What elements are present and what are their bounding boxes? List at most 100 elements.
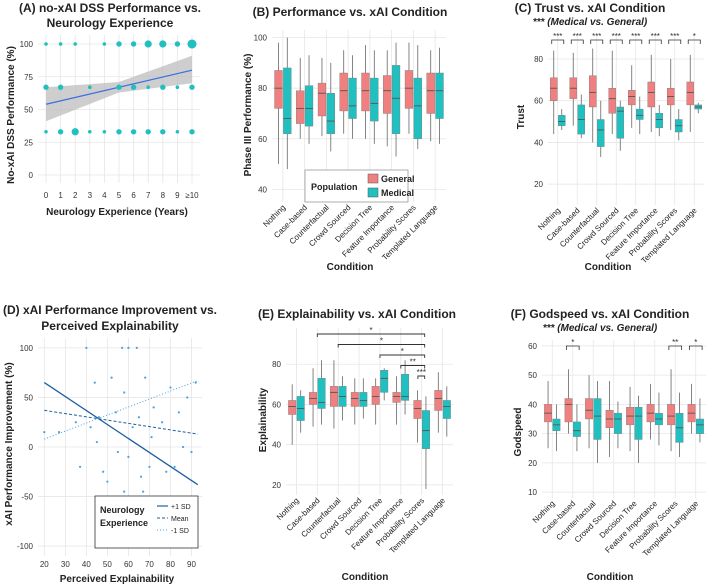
data-point xyxy=(190,450,193,454)
y-tick-label: 60 xyxy=(258,135,267,144)
y-tick-label: 20 xyxy=(534,180,543,189)
significance-label: ** xyxy=(672,338,678,347)
significance-bracket xyxy=(379,354,426,358)
panel-f: (F) Godspeed vs. xAI Condition *** (Medi… xyxy=(511,307,706,583)
data-point xyxy=(175,85,180,90)
data-point xyxy=(189,84,195,90)
data-point xyxy=(57,129,64,135)
data-point xyxy=(57,84,64,90)
data-point xyxy=(123,391,126,394)
y-tick-label: 60 xyxy=(534,97,543,106)
significance-bracket xyxy=(417,375,426,379)
panel-e-title: (E) Explainability vs. xAI Condition xyxy=(258,307,456,321)
data-point xyxy=(189,129,195,135)
data-point xyxy=(139,475,143,478)
panel-d-legend: Neurology Experience +1 SD Mean -1 SD xyxy=(94,495,199,549)
data-point xyxy=(116,41,122,47)
data-point xyxy=(57,431,61,434)
data-point xyxy=(144,40,152,48)
significance-label: * xyxy=(369,326,372,335)
x-tick-label: 9 xyxy=(175,191,180,200)
regression-line xyxy=(44,409,198,435)
panel-b-y-axis-label: Phase III Performance (%) xyxy=(243,54,254,177)
box-medical xyxy=(597,119,605,147)
data-point xyxy=(135,346,138,350)
x-tick-label: 30 xyxy=(61,560,70,569)
data-point xyxy=(186,396,189,399)
y-tick-label: 75 xyxy=(24,73,33,82)
box-medical xyxy=(401,374,410,401)
data-point xyxy=(95,440,98,444)
y-tick-label: 60 xyxy=(272,400,281,409)
panel-c-x-axis-label: Condition xyxy=(585,262,632,273)
data-point xyxy=(152,406,155,409)
legend-label-mean: Mean xyxy=(171,516,189,523)
regression-line xyxy=(43,382,199,486)
data-point xyxy=(93,381,96,384)
panel-a-title: (A) no-xAI DSS Performance vs. xyxy=(19,1,201,15)
data-point xyxy=(121,346,124,350)
data-point xyxy=(159,40,167,48)
x-tick-label: 2 xyxy=(73,191,78,200)
box-medical xyxy=(283,67,292,134)
box-general xyxy=(608,88,616,114)
y-tick-label: 60 xyxy=(528,342,537,351)
data-point xyxy=(58,42,63,46)
y-tick-label: 80 xyxy=(258,84,267,93)
data-point xyxy=(173,465,176,468)
data-point xyxy=(169,386,172,389)
data-point xyxy=(78,465,82,468)
box-general xyxy=(413,400,422,419)
legend-frame xyxy=(94,495,199,549)
legend-swatch-general xyxy=(367,173,379,184)
x-tick-label: 8 xyxy=(161,191,166,200)
x-tick-label: 50 xyxy=(103,560,112,569)
y-tick-label: 25 xyxy=(24,138,33,147)
panel-a-x-axis-label: Neurology Experience (Years) xyxy=(46,207,188,218)
box-medical xyxy=(304,85,314,127)
x-tick-label: 6 xyxy=(131,191,136,200)
legend-title-line2: Experience xyxy=(100,518,148,528)
box-medical xyxy=(634,407,643,440)
data-point xyxy=(44,129,48,134)
y-tick-label: 0 xyxy=(29,443,34,452)
panel-b-x-axis-label: Condition xyxy=(327,262,374,273)
panel-d-title-line2: Perceived Explainability xyxy=(41,319,179,333)
box-medical xyxy=(616,106,624,139)
box-general xyxy=(647,81,655,108)
y-tick-label: 40 xyxy=(272,441,281,450)
panel-c-y-axis-label: Trust xyxy=(516,104,527,129)
data-point xyxy=(142,490,145,493)
panel-d-title: (D) xAI Performance Improvement vs. xyxy=(3,303,217,317)
panel-d-x-axis-label: Perceived Explainability xyxy=(60,574,175,585)
significance-bracket xyxy=(668,39,682,44)
data-point xyxy=(165,470,168,473)
y-tick-label: 40 xyxy=(534,138,543,147)
x-tick-label: 70 xyxy=(145,560,154,569)
y-tick-label: -50 xyxy=(21,493,33,502)
box-medical xyxy=(380,370,389,393)
significance-label: *** xyxy=(417,368,426,377)
box-general xyxy=(288,400,297,415)
significance-bracket xyxy=(565,345,580,350)
significance-label: ** xyxy=(410,358,416,367)
y-tick-label: 80 xyxy=(272,360,281,369)
data-point xyxy=(123,490,126,493)
panel-f-y-axis-label: Godspeed xyxy=(513,408,524,457)
box-medical xyxy=(421,410,430,449)
data-point xyxy=(88,129,92,134)
x-tick-label: 0 xyxy=(44,191,49,200)
legend-label-plus1sd: +1 SD xyxy=(171,504,191,511)
box-medical xyxy=(442,400,451,419)
panel-e-y-axis-label: Explainability xyxy=(258,387,269,452)
box-general xyxy=(361,72,370,112)
box-general xyxy=(550,77,558,101)
significance-bracket xyxy=(570,39,584,44)
panel-c: (C) Trust vs. xAI Condition *** (Medical… xyxy=(515,1,704,273)
legend-label-general: General xyxy=(381,174,415,184)
data-point xyxy=(177,411,180,414)
box-medical xyxy=(614,412,622,434)
data-point xyxy=(73,42,77,46)
significance-bracket xyxy=(668,345,683,350)
